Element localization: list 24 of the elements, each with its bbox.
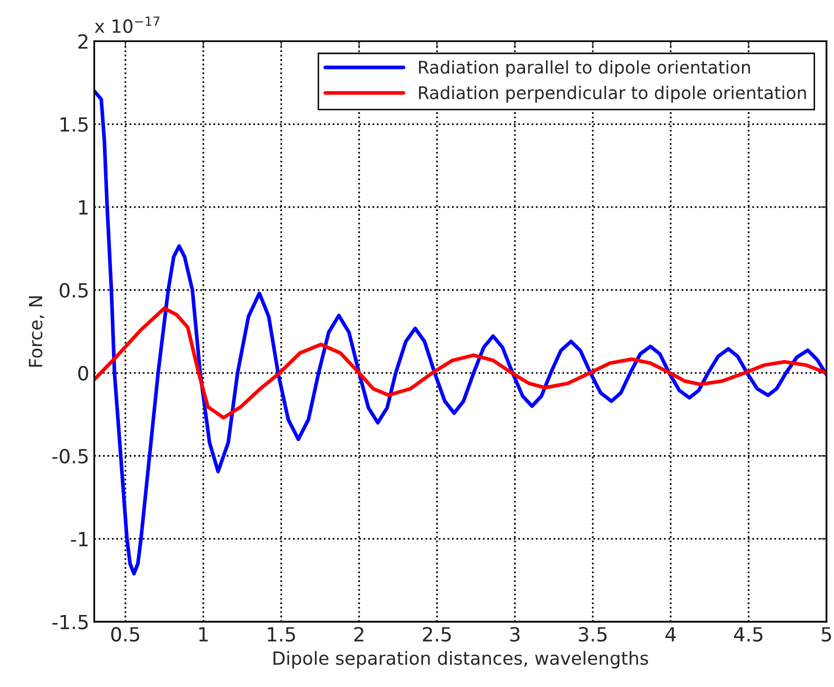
x-tick-label: 5 xyxy=(822,627,831,642)
x-tick-label: 3 xyxy=(510,626,520,642)
legend-label: Radiation perpendicular to dipole orientation xyxy=(419,86,806,103)
y-tick-label: 0.5 xyxy=(60,282,88,298)
y-tick-label: 1.5 xyxy=(60,117,88,132)
legend-label: Radiation parallel to dipole orientation xyxy=(419,60,750,78)
x-tick-label: 2 xyxy=(354,626,364,642)
y-tick-label: 1 xyxy=(79,200,88,214)
x-tick-label: 1 xyxy=(199,627,208,642)
x-tick-label: 2.5 xyxy=(422,626,451,642)
y-tick-label: -1.5 xyxy=(52,614,88,630)
x-tick-label: 4 xyxy=(665,627,676,642)
x-tick-label: 0.5 xyxy=(111,626,140,642)
text: x 10$^{−17}$ xyxy=(94,16,160,33)
line-series xyxy=(94,306,826,420)
x-axis-title: Dipole separation distances, wavelengths xyxy=(274,650,648,668)
y-tick-label: 0 xyxy=(78,366,88,381)
x-tick-label: 3.5 xyxy=(578,626,607,642)
y-tick-label: -1 xyxy=(70,532,88,546)
y-tick-label: -0.5 xyxy=(52,448,88,464)
y-tick-label: 2 xyxy=(78,34,88,49)
x-tick-label: 1.5 xyxy=(268,627,295,642)
x-tick-label: 4.5 xyxy=(734,627,762,642)
y-axis-title: Force, N xyxy=(28,296,44,367)
